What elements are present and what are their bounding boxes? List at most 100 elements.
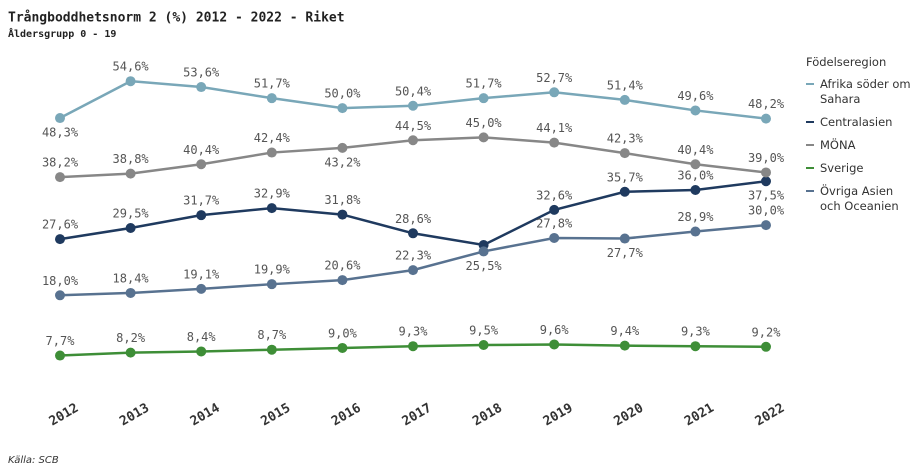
data-point — [266, 203, 277, 214]
x-tick-label: 2013 — [117, 401, 152, 430]
legend-swatch — [806, 121, 814, 123]
data-point — [125, 168, 136, 179]
data-point — [761, 341, 771, 352]
data-label: 9,0% — [328, 326, 358, 340]
data-point — [55, 113, 65, 124]
data-point — [266, 93, 277, 104]
data-label: 53,6% — [183, 66, 220, 80]
data-point — [619, 148, 630, 159]
data-point — [761, 113, 771, 124]
data-point — [619, 186, 630, 197]
data-point — [690, 159, 701, 170]
data-point — [408, 265, 418, 276]
data-label: 18,0% — [42, 274, 79, 288]
legend-swatch — [806, 144, 814, 146]
legend-label: Sverige — [820, 161, 864, 175]
data-label: 35,7% — [607, 170, 644, 184]
data-label: 22,3% — [395, 249, 432, 263]
data-point — [55, 172, 65, 183]
data-point — [408, 135, 418, 146]
data-point — [196, 159, 207, 170]
data-label: 38,2% — [42, 156, 79, 170]
data-point — [619, 340, 630, 351]
data-label: 44,1% — [536, 121, 573, 135]
data-label: 20,6% — [324, 259, 361, 273]
data-point — [125, 287, 136, 298]
data-point — [478, 93, 489, 104]
data-point — [196, 283, 207, 294]
data-label: 27,6% — [42, 218, 79, 232]
data-label: 42,4% — [254, 131, 291, 145]
data-point — [761, 167, 771, 178]
x-tick-label: 2012 — [47, 401, 82, 430]
legend-item: Sverige — [806, 161, 911, 176]
legend-label: Centralasien — [820, 115, 893, 129]
legend-title: Födelseregion — [806, 55, 887, 69]
data-label: 51,4% — [607, 78, 644, 92]
data-point — [408, 100, 418, 111]
x-tick-label: 2020 — [611, 401, 646, 430]
data-label: 48,3% — [42, 126, 79, 140]
data-label: 27,8% — [536, 216, 573, 230]
data-point — [196, 82, 207, 93]
data-point — [549, 232, 560, 243]
data-label: 49,6% — [677, 89, 714, 103]
legend: Födelseregion Afrika söder om Sahara Cent… — [806, 55, 911, 214]
data-label: 39,0% — [748, 151, 785, 165]
data-point — [408, 228, 418, 239]
data-label: 31,7% — [183, 194, 220, 208]
data-point — [266, 279, 277, 290]
data-label: 50,0% — [324, 87, 361, 101]
data-label: 18,4% — [113, 271, 150, 285]
data-point — [196, 210, 207, 221]
x-tick-label: 2022 — [753, 401, 788, 430]
x-tick-label: 2018 — [470, 401, 505, 430]
data-point — [337, 142, 348, 153]
data-label: 9,4% — [610, 324, 640, 338]
data-label: 31,8% — [324, 193, 361, 207]
data-label: 28,6% — [395, 212, 432, 226]
data-point — [478, 246, 489, 257]
data-point — [690, 226, 701, 237]
data-point — [478, 340, 489, 351]
data-label: 51,7% — [254, 77, 291, 91]
data-point — [478, 132, 489, 143]
data-point — [761, 220, 771, 231]
data-point — [55, 290, 65, 301]
chart-subtitle: Åldersgrupp 0 - 19 — [8, 27, 116, 40]
x-tick-label: 2014 — [188, 401, 223, 430]
data-label: 38,8% — [113, 152, 150, 166]
chart-title: Trångboddhetsnorm 2 (%) 2012 - 2022 - Ri… — [8, 11, 345, 26]
legend-item: MÖNA — [806, 138, 911, 153]
legend-label: Övriga Asien och Oceanien — [820, 184, 899, 213]
x-tick-label: 2017 — [400, 401, 435, 430]
data-label: 40,4% — [183, 143, 220, 157]
data-label: 51,7% — [466, 77, 503, 91]
data-label: 27,7% — [607, 246, 644, 260]
legend-item: Övriga Asien och Oceanien — [806, 184, 911, 214]
data-point — [125, 76, 136, 87]
data-point — [690, 105, 701, 116]
data-point — [266, 147, 277, 158]
legend-label: Afrika söder om Sahara — [820, 77, 911, 106]
legend-item: Centralasien — [806, 115, 911, 130]
data-label: 45,0% — [466, 116, 503, 130]
data-point — [549, 137, 560, 148]
data-label: 32,9% — [254, 187, 291, 201]
data-point — [690, 185, 701, 195]
data-point — [619, 233, 630, 244]
data-label: 8,2% — [116, 331, 146, 345]
data-label: 9,2% — [752, 325, 782, 339]
data-point — [125, 347, 136, 358]
data-label: 32,6% — [536, 188, 573, 202]
data-label: 52,7% — [536, 71, 573, 85]
data-label: 25,5% — [466, 259, 503, 273]
data-label: 37,5% — [748, 189, 785, 203]
data-label: 50,4% — [395, 84, 432, 98]
data-point — [125, 223, 136, 234]
data-label: 44,5% — [395, 119, 432, 133]
data-label: 28,9% — [677, 210, 714, 224]
data-point — [337, 103, 348, 114]
